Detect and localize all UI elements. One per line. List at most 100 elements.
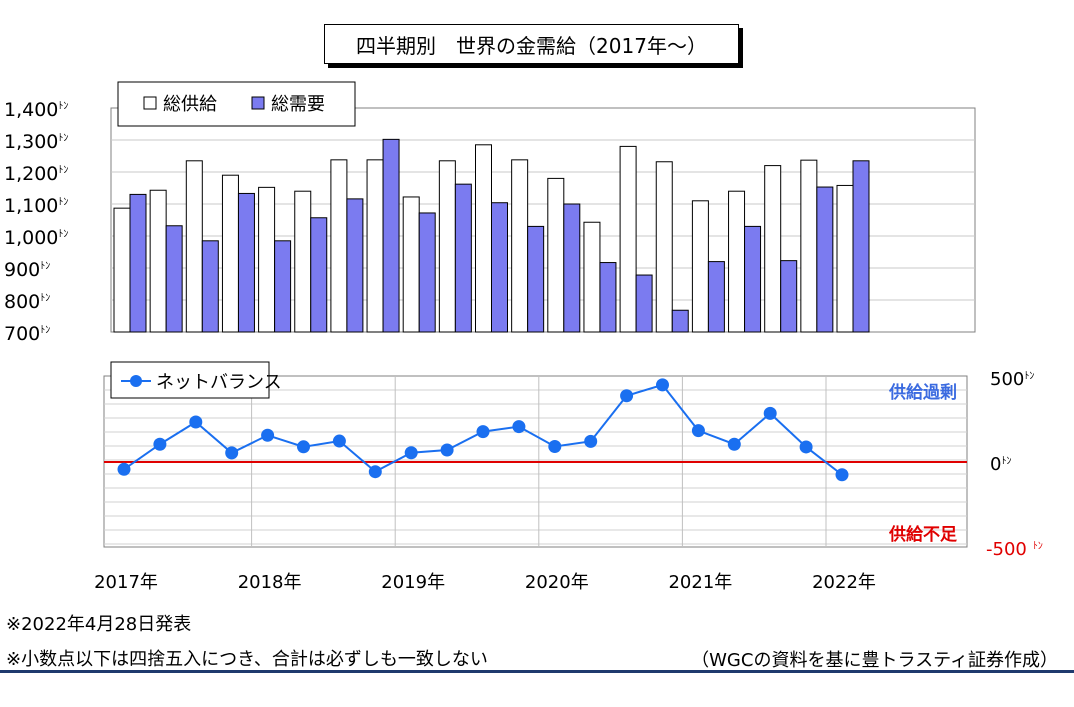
net-balance-point-2022Q1 [835,468,849,482]
bar-y-tick-label: 1,400ﾄﾝ [4,99,68,121]
net-balance-point-2018Q2 [297,440,310,454]
legend-balance-marker [130,375,142,387]
bar-supply-2018Q4 [366,159,384,333]
bar-y-tick-label: 1,200ﾄﾝ [4,163,68,185]
net-balance-point-2018Q3 [332,434,346,448]
net-balance-point-2020Q2 [584,434,598,448]
bar-supply-2017Q1 [113,207,131,333]
bar-demand-2020Q2 [599,262,617,333]
x-axis-labels: 2017年 2018年 2019年 2020年 2021年 2022年 [94,572,876,593]
bar-supply-2018Q3 [330,159,348,333]
bar-supply-2019Q4 [511,159,529,333]
net-balance-point-2020Q3 [620,389,634,403]
net-balance-point-2020Q4 [656,378,669,392]
bar-supply-2018Q1 [258,186,276,333]
net-balance-point-2019Q2 [440,443,454,457]
bar-demand-2021Q2 [744,225,762,333]
bar-demand-2019Q2 [454,183,472,333]
bar-demand-2017Q1 [129,193,147,333]
legend-supply-label: 総供給 [163,94,217,115]
legend-supply-swatch [143,96,157,110]
legend-demand-swatch [251,96,265,110]
x-axis-label: 2018年 [238,572,302,593]
deficit-label: 供給不足 [888,524,957,545]
bar-y-tick-label: 1,100ﾄﾝ [4,195,68,217]
bar-y-tick-label: 800ﾄﾝ [4,291,50,313]
bar-supply-2017Q4 [221,174,239,333]
bar-supply-2018Q2 [294,190,312,333]
bar-supply-2020Q2 [583,221,601,333]
net-balance-point-2017Q4 [225,446,239,460]
bar-supply-2017Q2 [149,189,167,333]
net-balance-point-2017Q3 [189,415,203,429]
bar-demand-2020Q4 [671,309,689,333]
surplus-label: 供給過剰 [888,382,957,403]
bar-demand-2021Q4 [816,186,834,333]
net-balance-point-2020Q1 [548,439,562,453]
bar-supply-2019Q1 [402,196,420,333]
bar-supply-2017Q3 [185,160,203,333]
release-date-note: ※2022年4月28日発表 [6,614,192,635]
bar-y-axis-ticks: 1,400ﾄﾝ 1,300ﾄﾝ 1,200ﾄﾝ 1,100ﾄﾝ 1,000ﾄﾝ 900ﾄﾝ… [4,99,68,345]
bar-supply-2020Q1 [547,177,565,333]
bar-supply-2021Q2 [728,190,746,333]
x-axis-label: 2022年 [812,572,876,593]
net-balance-point-2019Q1 [404,446,418,460]
bar-series [113,138,870,333]
bar-demand-2018Q3 [346,198,364,333]
net-balance-point-2019Q4 [512,420,526,434]
bar-demand-2018Q1 [274,240,292,333]
bar-y-tick-label: 1,000ﾄﾝ [4,227,68,249]
y-tick-0: 0ﾄﾝ [990,454,1011,475]
bar-y-tick-label: 700ﾄﾝ [4,323,50,345]
bar-demand-2019Q4 [527,225,545,333]
bar-demand-2021Q3 [780,260,798,333]
bar-demand-2022Q1 [852,160,870,333]
y-tick-minus500: -500 ﾄﾝ [986,539,1043,560]
net-balance-point-2021Q4 [799,440,813,454]
x-axis-label: 2017年 [94,572,158,593]
legend-demand-label: 総需要 [271,94,325,115]
net-balance-point-2021Q2 [727,437,741,451]
bar-supply-2020Q3 [619,145,637,333]
rounding-note: ※小数点以下は四捨五入につき、合計は必ずしも一致しない [6,649,488,670]
bar-demand-2017Q3 [201,240,219,333]
line-legend: ネットバランス [110,361,282,399]
bar-demand-2020Q1 [563,203,581,333]
bar-demand-2019Q3 [491,202,508,333]
net-balance-point-2018Q4 [368,465,382,479]
bar-supply-2020Q4 [655,161,673,333]
bar-demand-2017Q4 [237,192,255,333]
net-balance-point-2018Q1 [261,428,275,442]
net-balance-point-2017Q2 [153,437,167,451]
bar-supply-2021Q1 [691,200,709,333]
net-balance-point-2021Q3 [763,406,777,420]
bar-supply-2022Q1 [836,184,854,333]
bar-demand-2020Q3 [635,274,653,333]
line-y-axis-ticks: 500ﾄﾝ 0ﾄﾝ -500 ﾄﾝ [986,369,1043,560]
x-axis-label: 2020年 [525,572,589,593]
bar-y-tick-label: 900ﾄﾝ [4,259,50,281]
bar-supply-2019Q2 [438,160,456,333]
bar-supply-2021Q4 [800,159,818,333]
legend-balance-label: ネットバランス [156,372,282,393]
net-balance-series [117,378,849,482]
x-axis-label: 2021年 [668,572,732,593]
bar-supply-2021Q3 [764,165,782,333]
bar-demand-2018Q2 [310,217,328,333]
bar-demand-2019Q1 [418,212,436,333]
bottom-rule [0,670,1074,673]
bar-y-tick-label: 1,300ﾄﾝ [4,131,68,153]
bar-demand-2017Q2 [165,225,183,333]
bar-legend: 総供給 総需要 [117,81,356,127]
net-balance-point-2017Q1 [117,462,131,476]
source-note: （WGCの資料を基に豊トラスティ証券作成） [691,650,1058,671]
bar-supply-2019Q3 [475,144,492,333]
net-balance-point-2019Q3 [476,425,490,439]
chart-title: 四半期別 世界の金需給（2017年～） [324,24,739,64]
bar-demand-2018Q4 [382,138,400,333]
y-tick-500: 500ﾄﾝ [990,369,1034,390]
bar-demand-2021Q1 [707,261,725,333]
net-balance-point-2021Q1 [691,424,705,438]
x-axis-label: 2019年 [381,572,445,593]
